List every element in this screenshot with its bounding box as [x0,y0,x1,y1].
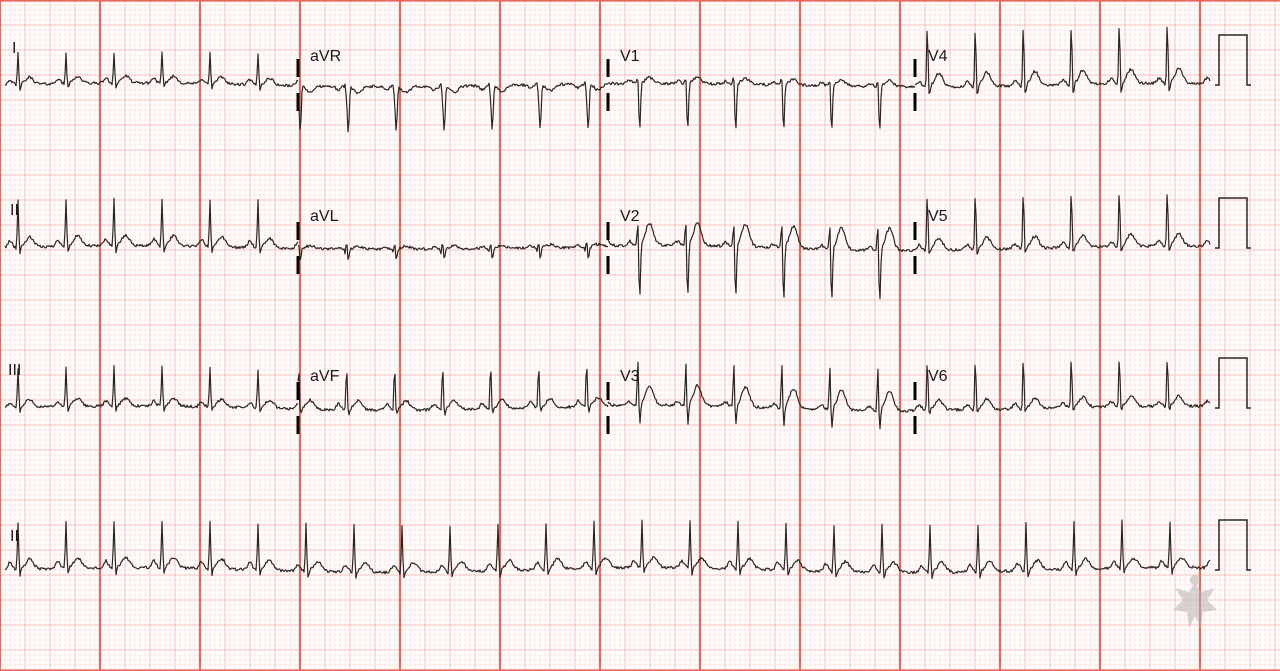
ecg-svg [0,0,1280,671]
ecg-container: IIIIIIaVRaVLaVFV1V2V3V4V5V6II [0,0,1280,671]
